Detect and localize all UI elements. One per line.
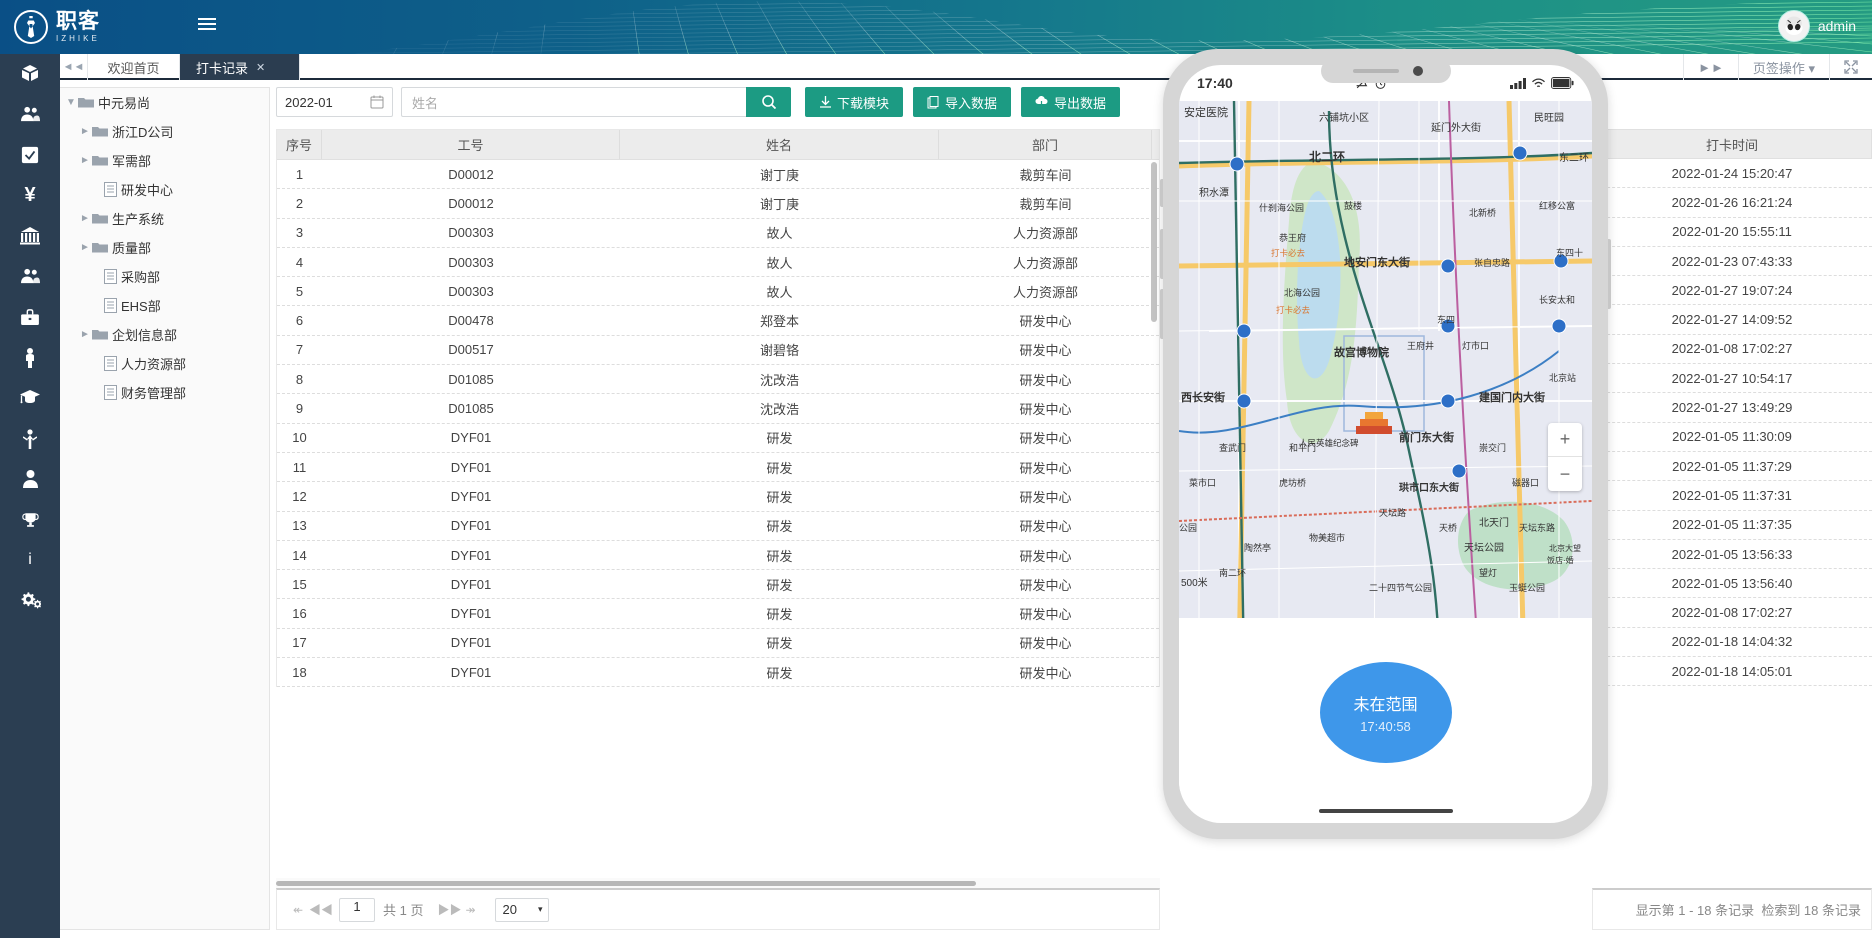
svg-text:王府井: 王府井 xyxy=(1407,340,1434,351)
svg-text:饭店·婚: 饭店·婚 xyxy=(1547,555,1574,565)
svg-text:虎坊桥: 虎坊桥 xyxy=(1279,477,1306,488)
svg-text:查武门: 查武门 xyxy=(1219,442,1246,453)
svg-text:望灯: 望灯 xyxy=(1479,567,1497,578)
svg-text:打卡必去: 打卡必去 xyxy=(1271,248,1306,258)
svg-text:二十四节气公园: 二十四节气公园 xyxy=(1369,582,1432,593)
svg-text:长安太和: 长安太和 xyxy=(1539,294,1575,305)
svg-text:珙市口东大街: 珙市口东大街 xyxy=(1399,481,1459,494)
svg-text:延门外大街: 延门外大街 xyxy=(1431,121,1481,134)
svg-text:500米: 500米 xyxy=(1181,576,1208,589)
svg-text:北二环: 北二环 xyxy=(1309,149,1345,164)
svg-text:鼓楼: 鼓楼 xyxy=(1344,200,1362,211)
svg-text:北京大望: 北京大望 xyxy=(1549,543,1581,553)
svg-text:磁器口: 磁器口 xyxy=(1512,477,1539,488)
svg-text:北新桥: 北新桥 xyxy=(1469,207,1496,218)
svg-text:前门东大街: 前门东大街 xyxy=(1399,430,1454,444)
svg-text:积水潭: 积水潭 xyxy=(1199,187,1229,199)
svg-text:玉蜓公园: 玉蜓公园 xyxy=(1509,582,1545,593)
svg-text:南二环: 南二环 xyxy=(1219,567,1246,578)
svg-text:打卡必去: 打卡必去 xyxy=(1276,305,1311,315)
svg-text:物美超市: 物美超市 xyxy=(1309,532,1345,543)
svg-text:东四十: 东四十 xyxy=(1556,247,1583,258)
svg-text:民旺园: 民旺园 xyxy=(1534,112,1564,124)
svg-text:北天门: 北天门 xyxy=(1479,516,1509,529)
svg-text:东二环: 东二环 xyxy=(1559,151,1589,164)
svg-text:安定医院: 安定医院 xyxy=(1184,105,1228,119)
svg-text:故宫博物院: 故宫博物院 xyxy=(1334,345,1389,359)
svg-text:天坛公园: 天坛公园 xyxy=(1464,542,1504,554)
svg-text:西长安街: 西长安街 xyxy=(1181,390,1225,404)
svg-text:什刹海公园: 什刹海公园 xyxy=(1259,202,1304,213)
svg-text:北京站: 北京站 xyxy=(1549,372,1576,383)
svg-text:和平门: 和平门 xyxy=(1289,442,1316,453)
svg-text:公园: 公园 xyxy=(1179,523,1197,533)
svg-text:陶然亭: 陶然亭 xyxy=(1244,542,1271,553)
svg-text:张自忠路: 张自忠路 xyxy=(1474,257,1510,268)
svg-text:天坛东路: 天坛东路 xyxy=(1519,522,1555,533)
svg-text:崇交门: 崇交门 xyxy=(1479,442,1506,453)
svg-text:灯市口: 灯市口 xyxy=(1462,340,1489,351)
svg-text:地安门东大街: 地安门东大街 xyxy=(1344,255,1410,269)
svg-text:菜市口: 菜市口 xyxy=(1189,477,1216,488)
svg-text:红移公富: 红移公富 xyxy=(1539,200,1575,211)
svg-text:六铺坑小区: 六铺坑小区 xyxy=(1319,111,1369,124)
svg-text:建国门内大街: 建国门内大街 xyxy=(1479,390,1545,404)
svg-text:北海公园: 北海公园 xyxy=(1284,287,1320,298)
svg-text:天坛路: 天坛路 xyxy=(1379,507,1406,518)
svg-text:天桥: 天桥 xyxy=(1439,522,1457,533)
svg-text:东四: 东四 xyxy=(1437,314,1455,325)
svg-text:恭王府: 恭王府 xyxy=(1279,232,1306,243)
